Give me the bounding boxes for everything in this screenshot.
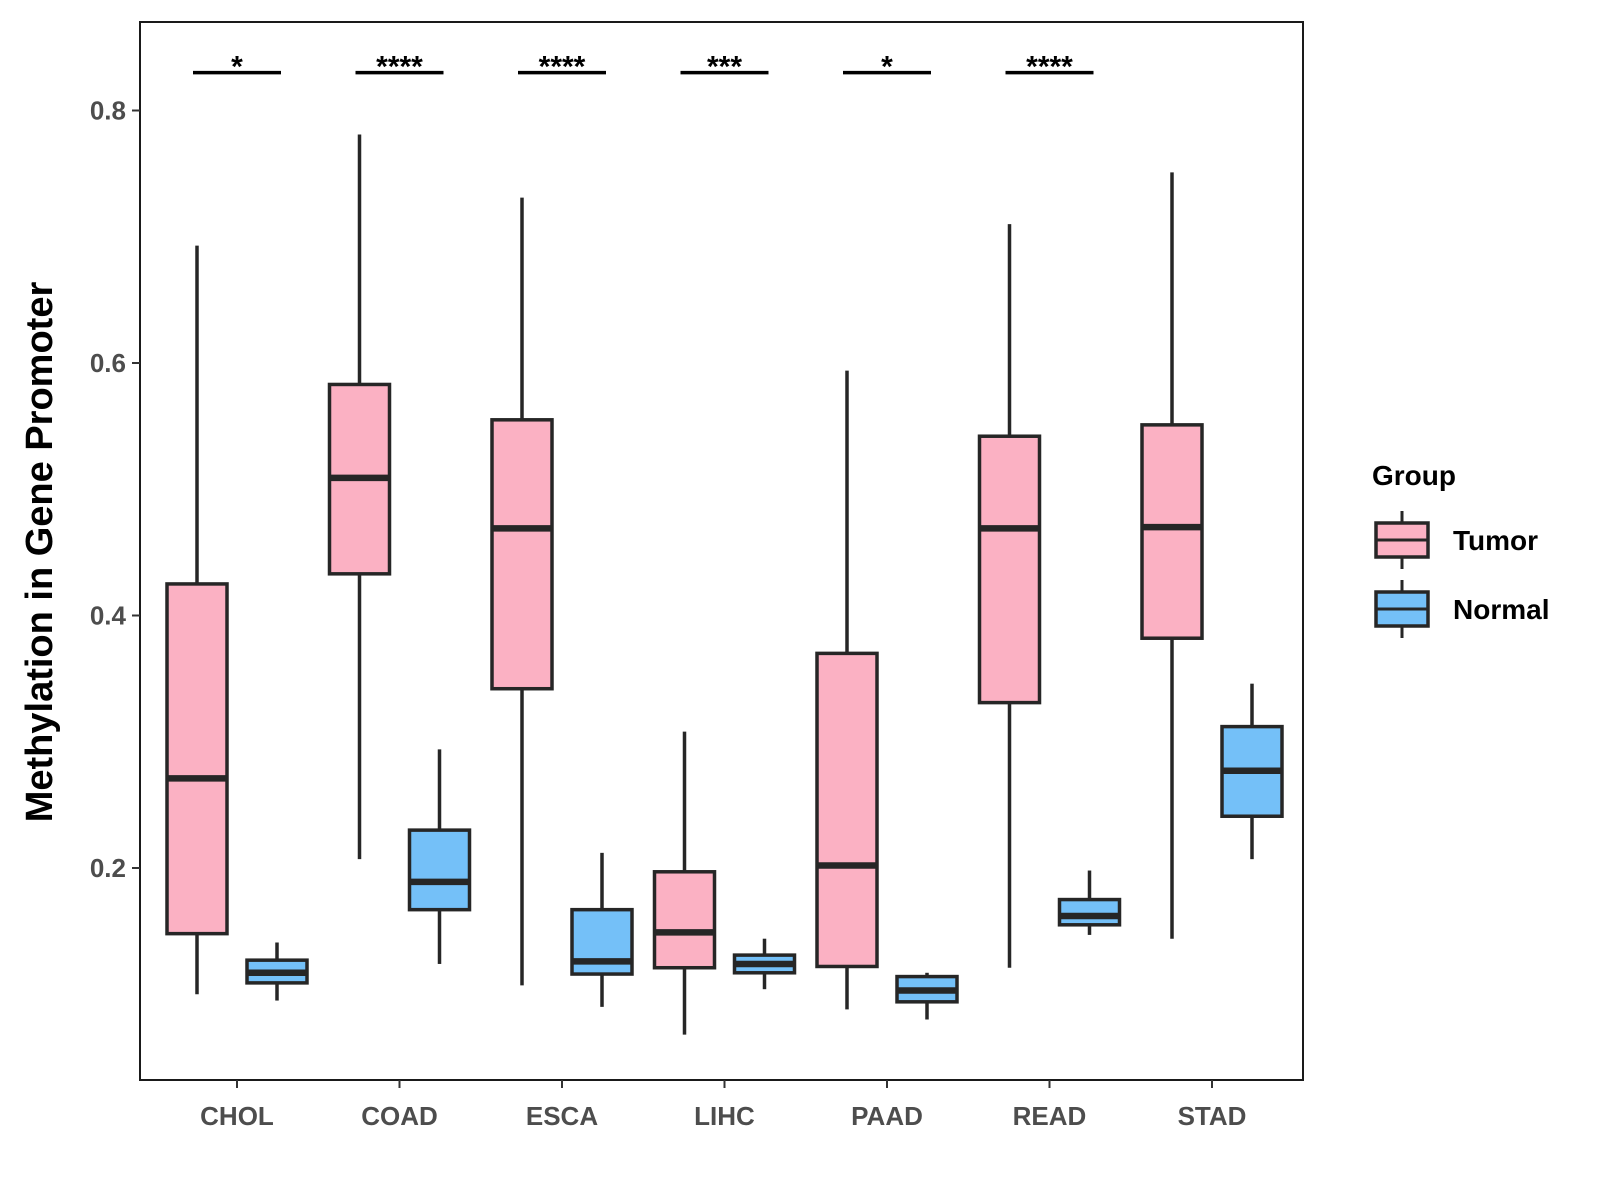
box-normal-coad xyxy=(407,749,472,964)
box-tumor-stad xyxy=(1140,172,1204,939)
significance-lihc: *** xyxy=(680,51,769,84)
iqr-box xyxy=(165,582,229,936)
iqr-box xyxy=(652,870,717,970)
x-tick-label: CHOL xyxy=(200,1101,274,1131)
box-tumor-coad xyxy=(327,134,392,860)
iqr-box xyxy=(490,418,554,691)
box-tumor-read xyxy=(977,224,1042,968)
legend-entry-normal: Normal xyxy=(1374,580,1549,638)
iqr-box xyxy=(1057,897,1122,927)
box-normal-stad xyxy=(1220,683,1284,860)
significance-coad: **** xyxy=(355,51,444,84)
x-tick-label: PAAD xyxy=(851,1101,923,1131)
y-axis-title: Methylation in Gene Promoter xyxy=(19,282,61,823)
y-tick-label: 0.8 xyxy=(90,96,126,126)
box-tumor-chol xyxy=(165,245,229,995)
significance-label: * xyxy=(881,51,893,84)
significance-chol: * xyxy=(193,51,281,84)
box-normal-read xyxy=(1057,870,1122,935)
legend-label: Normal xyxy=(1453,594,1549,625)
box-normal-paad xyxy=(895,972,959,1020)
significance-read: **** xyxy=(1005,51,1094,84)
y-tick-label: 0.6 xyxy=(90,348,126,378)
box-tumor-paad xyxy=(815,370,879,1010)
y-tick-label: 0.2 xyxy=(90,853,126,883)
y-tick-label: 0.4 xyxy=(90,601,127,631)
legend-label: Tumor xyxy=(1453,525,1538,556)
x-tick-label: LIHC xyxy=(694,1101,755,1131)
legend: Group Tumor Normal xyxy=(1372,460,1549,638)
legend-title: Group xyxy=(1372,460,1456,491)
significance-label: * xyxy=(231,51,243,84)
significance-label: **** xyxy=(376,51,423,84)
significance-label: **** xyxy=(1026,51,1073,84)
significance-label: **** xyxy=(539,51,586,84)
significance-label: *** xyxy=(707,51,742,84)
box-tumor-lihc xyxy=(652,731,717,1035)
box-normal-lihc xyxy=(732,938,797,990)
iqr-box xyxy=(1140,423,1204,640)
box-tumor-esca xyxy=(490,197,554,986)
x-tick-label: ESCA xyxy=(526,1101,598,1131)
box-normal-chol xyxy=(245,942,309,1001)
x-tick-label: STAD xyxy=(1178,1101,1247,1131)
x-tick-label: READ xyxy=(1013,1101,1087,1131)
significance-paad: * xyxy=(843,51,931,84)
box-normal-esca xyxy=(570,852,634,1007)
legend-entry-tumor: Tumor xyxy=(1374,511,1538,569)
x-axis: CHOL COAD ESCA LIHC PAAD READ STAD xyxy=(200,1080,1246,1131)
plot-panel xyxy=(139,21,1304,1081)
significance-esca: **** xyxy=(518,51,606,84)
iqr-box xyxy=(815,651,879,969)
iqr-box xyxy=(977,434,1042,705)
significance-layer: * **** **** *** * **** xyxy=(193,51,1094,84)
y-axis: 0.2 0.4 0.6 0.8 xyxy=(90,96,140,883)
iqr-box xyxy=(407,828,472,912)
x-tick-label: COAD xyxy=(361,1101,438,1131)
boxes-layer xyxy=(165,134,1284,1035)
